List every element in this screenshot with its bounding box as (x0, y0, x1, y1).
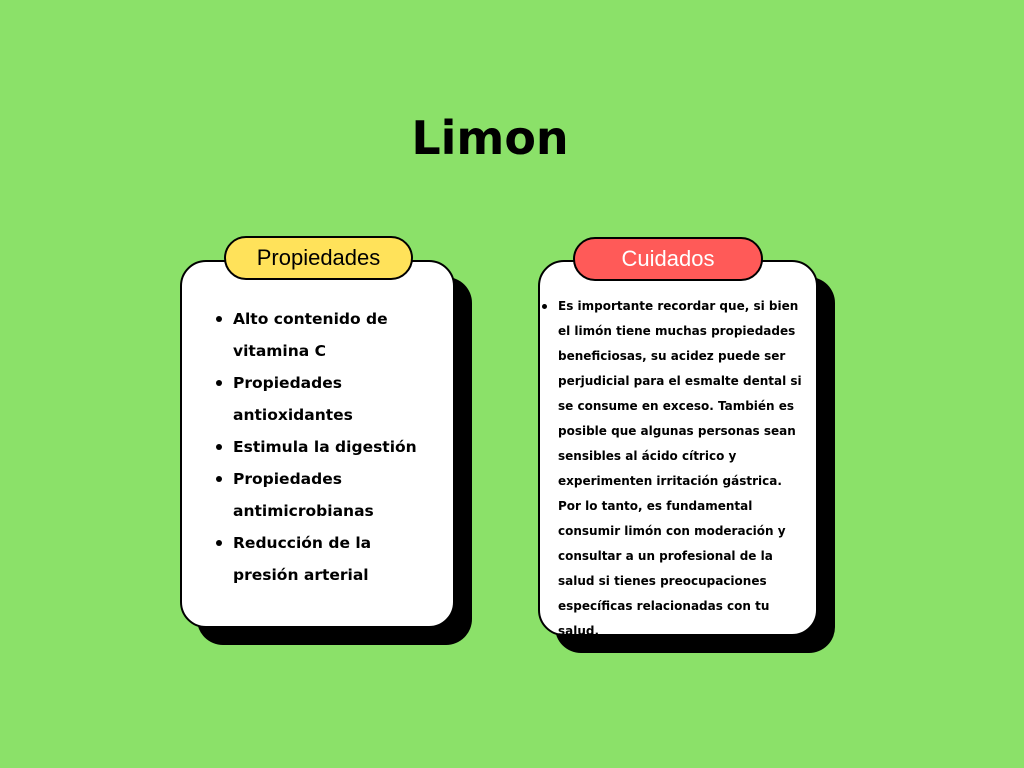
cuidados-header-pill: Cuidados (573, 237, 763, 281)
bullet-icon (216, 316, 222, 322)
list-item: Alto contenido de vitamina C (216, 303, 438, 367)
cuidados-list: Es importante recordar que, si bien el l… (542, 294, 804, 644)
list-item: Reducción de la presión arterial (216, 527, 438, 591)
cuidados-header-label: Cuidados (621, 246, 715, 271)
page-title: Limon (411, 111, 569, 165)
propiedades-header-label: Propiedades (256, 245, 381, 270)
propiedades-header-pill: Propiedades (224, 236, 413, 280)
propiedades-list: Alto contenido de vitamina C Propiedades … (216, 303, 438, 591)
list-item-text: Propiedades antimicrobianas (233, 470, 374, 520)
bullet-icon (216, 444, 222, 450)
list-item: Propiedades antioxidantes (216, 367, 438, 431)
list-item-text: Propiedades antioxidantes (233, 374, 353, 424)
list-item-text: Es importante recordar que, si bien el l… (558, 299, 802, 638)
list-item: Es importante recordar que, si bien el l… (542, 294, 804, 644)
list-item: Propiedades antimicrobianas (216, 463, 438, 527)
list-item-text: Alto contenido de vitamina C (233, 310, 388, 360)
bullet-icon (216, 476, 222, 482)
bullet-icon (216, 540, 222, 546)
bullet-icon (542, 304, 547, 309)
list-item-text: Reducción de la presión arterial (233, 534, 372, 584)
propiedades-card (180, 260, 455, 628)
bullet-icon (216, 380, 222, 386)
list-item-text: Estimula la digestión (233, 438, 417, 456)
list-item: Estimula la digestión (216, 431, 438, 463)
